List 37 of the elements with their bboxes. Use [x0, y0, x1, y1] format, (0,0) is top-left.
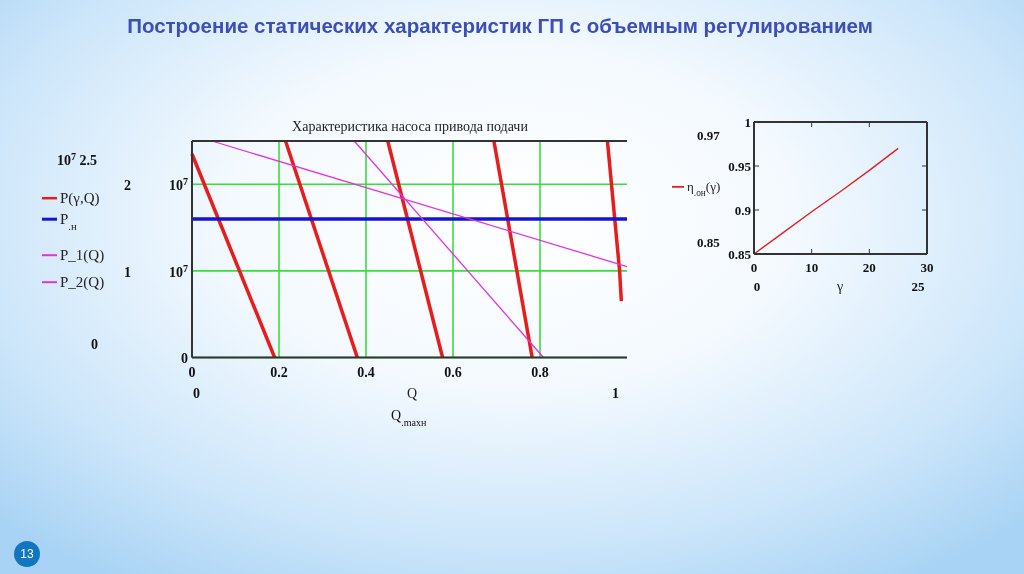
x-axis-title: γ: [835, 279, 844, 294]
x-tick-label: 0.6: [444, 365, 462, 380]
y-tick-label: 0.9: [734, 203, 752, 218]
text: 0: [193, 386, 200, 401]
y-tick-label: 0.85: [728, 247, 752, 262]
legend-label: P$_{.н}$: [60, 211, 78, 232]
y-tick-label: 2: [124, 178, 131, 194]
text: 0.97: [697, 128, 721, 143]
x-tick-label: 30: [920, 260, 934, 275]
x-tick-label: 0: [188, 365, 196, 380]
legend-label: P_2(Q): [60, 274, 105, 291]
chart-subtitle: Характеристика насоса привода подачи: [292, 119, 529, 134]
y-tick-label: 0.95: [728, 159, 752, 174]
line-series: [753, 147, 899, 255]
text: 10$^{7}$ 2.5: [57, 150, 98, 168]
text: 0.85: [697, 235, 721, 250]
text: 0: [753, 279, 761, 294]
x-axis-title: Q: [406, 386, 418, 401]
legend-label: P(γ,Q): [60, 190, 100, 207]
text: 0: [181, 351, 188, 366]
text: 10$^{7}$: [168, 262, 188, 280]
chart-title: Построение статических характеристик ГП с объемным регулированием: [127, 14, 873, 37]
x-tick-label: 0.4: [357, 365, 375, 380]
x-tick-label: 20: [862, 260, 876, 275]
text: 25: [911, 279, 925, 294]
text: 10$^{7}$: [168, 175, 188, 193]
x-tick-label: 0.8: [531, 365, 549, 380]
x-tick-label: 0: [750, 260, 758, 275]
legend-label: P_1(Q): [60, 247, 105, 264]
text: 0: [91, 337, 98, 352]
x-tick-label: 10: [805, 260, 819, 275]
text: 1: [612, 386, 619, 401]
text: Q$_{.maxн}$: [391, 408, 427, 428]
y-tick-label: 1: [744, 115, 751, 130]
text: 13: [20, 547, 34, 561]
legend-label: η$_{.он}$(γ): [687, 179, 721, 198]
x-tick-label: 0.2: [270, 365, 288, 380]
